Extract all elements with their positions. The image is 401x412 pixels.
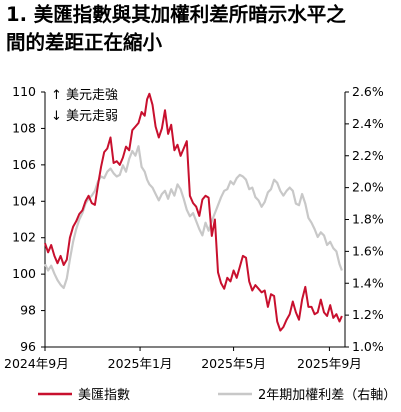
left-axis-tick-label: 108 bbox=[12, 120, 36, 135]
right-axis-tick-label: 2.2% bbox=[352, 148, 384, 163]
x-axis-tick-label: 2024年9月 bbox=[4, 356, 69, 371]
right-axis-tick-label: 1.8% bbox=[352, 212, 384, 227]
left-axis-tick-label: 100 bbox=[12, 266, 36, 281]
x-axis-tick-label: 2025年9月 bbox=[297, 356, 362, 371]
right-axis-tick-label: 1.4% bbox=[352, 275, 384, 290]
x-axis-tick-label: 2025年1月 bbox=[108, 356, 173, 371]
left-axis-tick-label: 96 bbox=[20, 339, 36, 354]
series-line-dollar-index bbox=[44, 92, 343, 332]
x-axis-tick-label: 2025年5月 bbox=[201, 356, 266, 371]
right-axis-tick-label: 2.6% bbox=[352, 84, 384, 99]
chart-title-line-2: 間的差距正在縮小 bbox=[6, 31, 163, 54]
chart-title-line-1: 1. 美匯指數與其加權利差所暗示水平之 bbox=[6, 3, 346, 26]
left-axis-tick-label: 104 bbox=[12, 193, 36, 208]
legend-label-dollar-index: 美匯指數 bbox=[78, 388, 130, 403]
right-axis-tick-label: 2.4% bbox=[352, 116, 384, 131]
annotation-usd-weak: ↓ 美元走弱 bbox=[51, 109, 118, 124]
right-axis-tick-label: 1.2% bbox=[352, 307, 384, 322]
right-axis-tick-label: 2.0% bbox=[352, 180, 384, 195]
right-axis-tick-label: 1.0% bbox=[352, 339, 384, 354]
left-axis-tick-label: 106 bbox=[12, 157, 36, 172]
legend-label-weighted-spread: 2年期加權利差（右軸） bbox=[258, 388, 396, 403]
right-axis-tick-label: 1.6% bbox=[352, 243, 384, 258]
series-line-weighted-spread bbox=[44, 145, 343, 290]
left-axis-tick-label: 110 bbox=[12, 84, 36, 99]
left-axis-tick-label: 98 bbox=[20, 303, 36, 318]
left-axis-tick-label: 102 bbox=[12, 230, 36, 245]
annotation-usd-strong: ↑ 美元走強 bbox=[51, 88, 118, 103]
